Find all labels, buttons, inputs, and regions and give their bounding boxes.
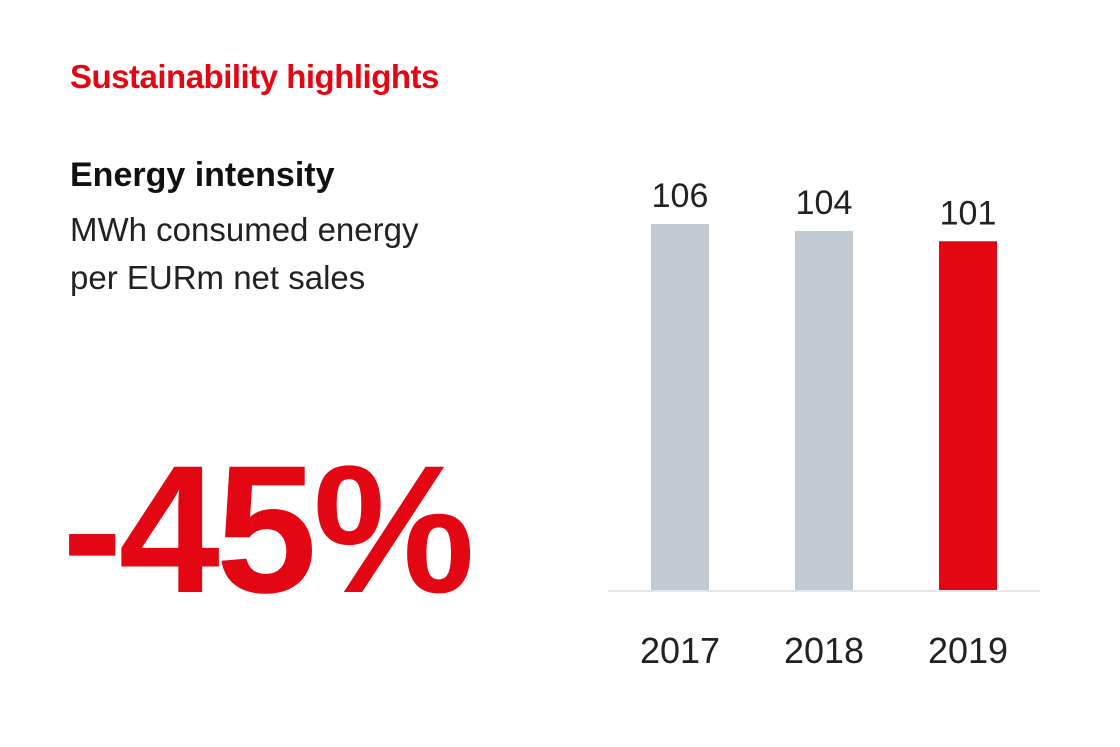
metric-title: Energy intensity [70,156,335,194]
bars-layer [651,224,997,590]
percent-change: -45% [62,427,475,631]
metric-subtitle: MWh consumed energy per EURm net sales [70,206,530,302]
x-tick-labels-layer: 2017 2018 2019 [640,630,1008,671]
x-tick-label-2019: 2019 [928,630,1008,671]
metric-subtitle-line-1: MWh consumed energy [70,211,419,248]
x-tick-label-2018: 2018 [784,630,864,671]
value-label-2017: 106 [652,177,709,215]
energy-intensity-bar-chart: 106 104 101 2017 2018 2019 [608,177,1040,671]
value-labels-layer: 106 104 101 [652,177,997,232]
metric-subtitle-line-2: per EURm net sales [70,259,366,296]
bar-2019 [939,241,997,590]
value-label-2019: 101 [940,194,997,232]
bar-2017 [651,224,709,590]
value-label-2018: 104 [796,184,853,222]
bar-2018 [795,230,853,590]
x-tick-label-2017: 2017 [640,630,720,671]
section-heading: Sustainability highlights [70,58,439,95]
